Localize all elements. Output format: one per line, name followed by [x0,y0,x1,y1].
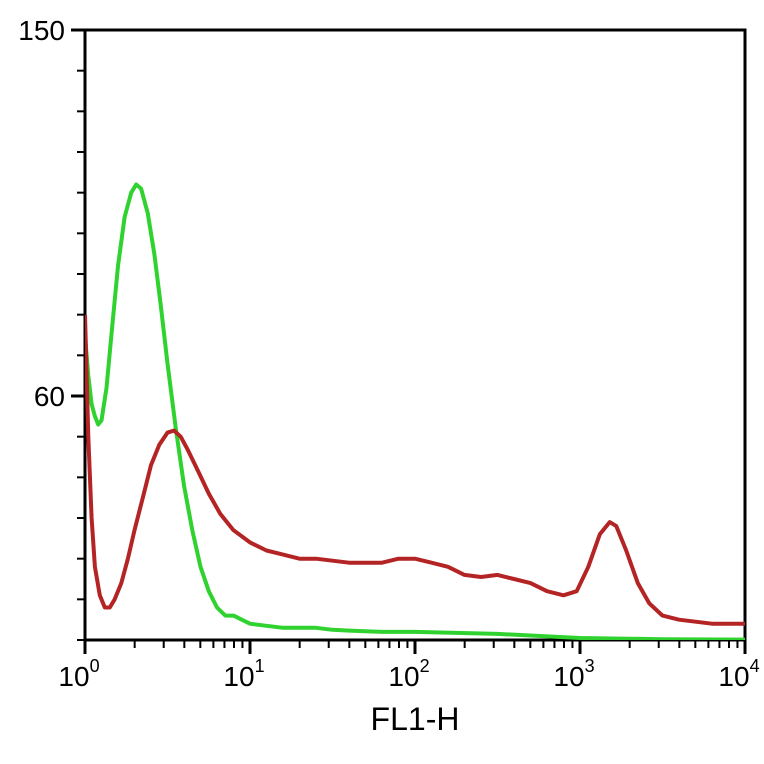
x-tick-label: 103 [553,656,594,692]
x-tick-label: 100 [58,656,99,692]
y-tick-label: 60 [34,381,65,412]
x-tick-label: 101 [223,656,264,692]
series-control [85,185,745,640]
y-tick-label: 150 [18,15,65,46]
chart-svg: 100 101 102 103 104 FL1-H 60 150 [0,0,764,764]
plot-border [85,30,745,640]
x-tick-label: 104 [718,656,759,692]
x-tick-label: 102 [388,656,429,692]
x-axis-title: FL1-H [371,701,460,737]
flow-cytometry-histogram: 100 101 102 103 104 FL1-H 60 150 [0,0,764,764]
series-sample [85,315,745,624]
